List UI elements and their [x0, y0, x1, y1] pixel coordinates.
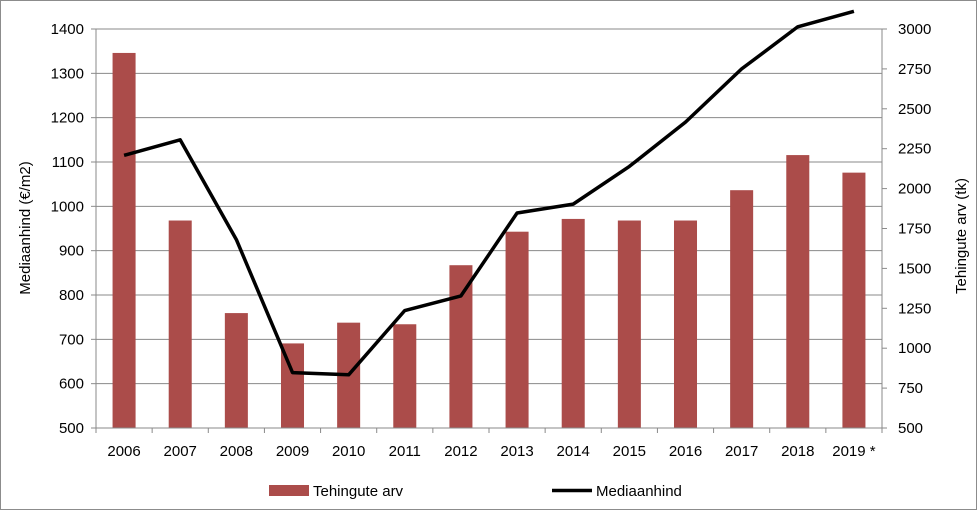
x-tick-label: 2007 [164, 443, 197, 460]
y-tick-label: 900 [59, 243, 84, 260]
bar [393, 324, 417, 428]
y-tick-label: 1300 [51, 65, 84, 82]
y2-tick-label: 2250 [898, 141, 931, 158]
line-series [123, 9, 855, 377]
y2-tick-label: 1250 [898, 300, 931, 317]
y2-tick-label: 500 [898, 420, 923, 437]
x-tick-label: 2018 [781, 443, 814, 460]
x-tick-label: 2008 [220, 443, 253, 460]
bar [168, 220, 192, 428]
x-tick-label: 2012 [444, 443, 477, 460]
x-tick-label: 2011 [389, 443, 421, 460]
x-tick-label: 2006 [107, 443, 140, 460]
y-tick-label: 700 [59, 331, 84, 348]
bar [112, 52, 136, 428]
x-tick-label: 2014 [557, 443, 590, 460]
x-tick-label: 2016 [669, 443, 702, 460]
y-tick-label: 1200 [51, 110, 84, 127]
x-tick-label: 2019 * [832, 443, 876, 460]
y-axis-title: Mediaanhind (€/m2) [17, 161, 34, 294]
gridlines [96, 28, 882, 385]
bar [449, 265, 473, 428]
bar [842, 172, 866, 428]
y2-tick-label: 2750 [898, 61, 931, 78]
y2-tick-label: 1500 [898, 260, 931, 277]
legend: Tehingute arv Mediaanhind [269, 483, 682, 500]
mediaanhind-line [123, 9, 855, 377]
y-tick-label: 500 [59, 420, 84, 437]
y2-tick-label: 2500 [898, 101, 931, 118]
y2-tick-label: 1000 [898, 340, 931, 357]
bar [505, 231, 529, 428]
bar [673, 220, 698, 428]
x-tick-label: 2009 [276, 443, 309, 460]
y2-tick-label: 1750 [898, 221, 931, 238]
bar [561, 218, 585, 428]
bar [730, 190, 754, 428]
y-tick-label: 600 [59, 376, 84, 393]
y-tick-label: 1100 [52, 154, 84, 171]
legend-label-bars: Tehingute arv [313, 483, 404, 500]
x-tick-label: 2013 [500, 443, 533, 460]
bar [224, 313, 248, 428]
tick-labels: 500 600 700 800 900 1000 1100 1200 1300 1400 500 75… [51, 21, 932, 460]
y2-tick-label: 2000 [898, 181, 931, 198]
y-tick-label: 800 [59, 287, 84, 304]
y2-axis-title: Tehingute arv (tk) [953, 178, 970, 294]
legend-swatch-bars [269, 485, 309, 496]
y-tick-label: 1000 [51, 198, 84, 215]
bar [786, 155, 810, 429]
y2-tick-label: 750 [898, 380, 923, 397]
legend-label-line: Mediaanhind [596, 483, 682, 500]
y-tick-label: 1400 [51, 21, 84, 38]
x-tick-label: 2017 [725, 443, 758, 460]
bar [617, 220, 641, 428]
y2-tick-label: 3000 [898, 21, 931, 38]
axes [91, 28, 887, 433]
x-tick-label: 2015 [613, 443, 646, 460]
bar [280, 343, 305, 428]
x-tick-label: 2010 [332, 443, 365, 460]
bar-series [112, 52, 866, 429]
